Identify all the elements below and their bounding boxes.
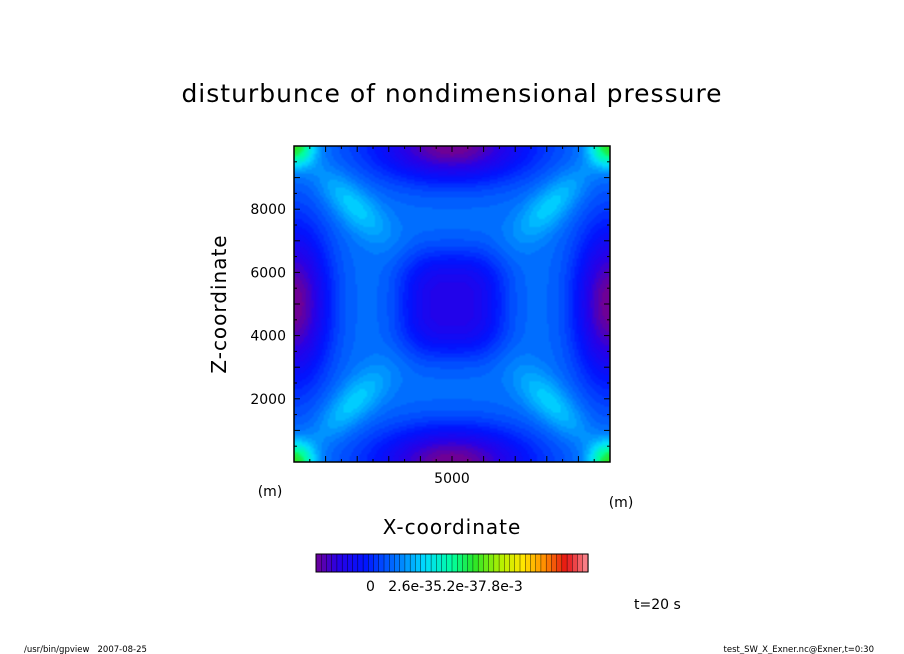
colorbar-swatch <box>389 553 396 573</box>
colorbar-swatch <box>457 553 464 573</box>
colorbar <box>315 553 589 573</box>
colorbar-frame <box>315 553 589 573</box>
colorbar-swatch <box>373 553 380 573</box>
colorbar-swatch <box>362 553 369 573</box>
colorbar-swatch <box>535 553 542 573</box>
colorbar-swatch <box>488 553 495 573</box>
y-tick-label: 8000 <box>250 202 286 218</box>
colorbar-swatch <box>394 553 401 573</box>
colorbar-swatch <box>498 553 505 573</box>
footer-left: /usr/bin/gpview 2007-08-25 <box>24 645 147 654</box>
colorbar-swatch <box>545 553 552 573</box>
colorbar-swatch <box>368 553 375 573</box>
colorbar-swatch <box>514 553 521 573</box>
time-label: t=20 s <box>634 597 681 613</box>
colorbar-swatch <box>493 553 500 573</box>
colorbar-swatch <box>477 553 484 573</box>
colorbar-swatch <box>566 553 573 573</box>
x-tick-label: 5000 <box>434 471 470 487</box>
colorbar-swatch <box>321 553 328 573</box>
colorbar-swatch <box>430 553 437 573</box>
y-tick-label: 6000 <box>250 265 286 281</box>
colorbar-swatch <box>315 553 322 573</box>
colorbar-swatch <box>509 553 516 573</box>
axis-ticks <box>294 146 610 462</box>
colorbar-swatch <box>451 553 458 573</box>
colorbar-swatch <box>415 553 422 573</box>
colorbar-swatch <box>551 553 558 573</box>
colorbar-swatch <box>446 553 453 573</box>
colorbar-swatch <box>425 553 432 573</box>
colorbar-swatch <box>336 553 343 573</box>
colorbar-swatch <box>331 553 338 573</box>
colorbar-swatch <box>399 553 406 573</box>
y-axis-label: Z-coordinate <box>207 234 231 373</box>
colorbar-swatch <box>326 553 333 573</box>
pressure-field-heatmap <box>294 146 610 462</box>
y-unit-label: (m) <box>258 484 283 500</box>
colorbar-swatch <box>504 553 511 573</box>
colorbar-swatch <box>577 553 584 573</box>
colorbar-swatch <box>519 553 526 573</box>
chart-title: disturbunce of nondimensional pressure <box>181 79 722 108</box>
colorbar-swatch <box>530 553 537 573</box>
colorbar-swatch <box>483 553 490 573</box>
colorbar-swatch <box>420 553 427 573</box>
y-tick-label: 2000 <box>250 392 286 408</box>
colorbar-swatch <box>357 553 364 573</box>
colorbar-swatch <box>556 553 563 573</box>
colorbar-swatch <box>404 553 411 573</box>
colorbar-swatch <box>352 553 359 573</box>
x-unit-label: (m) <box>609 495 634 511</box>
colorbar-swatch <box>467 553 474 573</box>
colorbar-swatch <box>525 553 532 573</box>
footer-right: test_SW_X_Exner.nc@Exner,t=0:30 <box>724 645 874 654</box>
colorbar-swatch <box>441 553 448 573</box>
colorbar-swatch <box>540 553 547 573</box>
colorbar-swatch <box>572 553 579 573</box>
colorbar-swatch <box>347 553 354 573</box>
colorbar-swatch <box>383 553 390 573</box>
x-tick-labels: 5000 <box>434 471 470 487</box>
colorbar-swatch <box>378 553 385 573</box>
colorbar-swatch <box>462 553 469 573</box>
colorbar-swatch <box>472 553 479 573</box>
y-tick-label: 4000 <box>250 329 286 345</box>
colorbar-swatch <box>341 553 348 573</box>
colorbar-swatch <box>561 553 568 573</box>
y-tick-labels: 2000 4000 6000 8000 <box>250 202 286 408</box>
colorbar-swatch <box>409 553 416 573</box>
colorbar-swatch <box>436 553 443 573</box>
x-axis-label: X-coordinate <box>383 515 522 539</box>
plot-area <box>293 145 611 463</box>
colorbar-labels: 0 2.6e-35.2e-37.8e-3 <box>366 579 523 595</box>
